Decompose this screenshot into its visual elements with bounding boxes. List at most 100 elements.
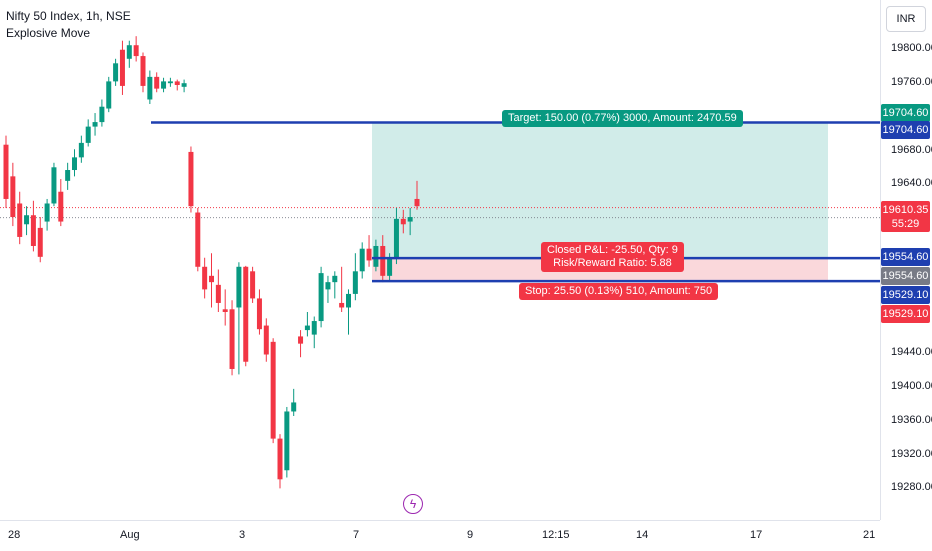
stop-line-badge[interactable]: 19529.10	[881, 286, 930, 304]
time-tick: 28	[8, 529, 21, 541]
candle-body	[256, 298, 262, 330]
candle-body	[229, 309, 235, 369]
rr-ratio-text: Risk/Reward Ratio: 5.88	[553, 257, 672, 269]
candle-body	[298, 336, 304, 344]
candle-body	[188, 151, 194, 207]
candle-body	[65, 170, 71, 181]
candle-body	[209, 275, 214, 283]
candle-body	[147, 76, 153, 100]
bar-countdown: 55:29	[891, 217, 920, 230]
chart-legend: Nifty 50 Index, 1h, NSE Explosive Move	[6, 8, 131, 42]
candle-body	[202, 266, 208, 290]
candle-body	[44, 203, 50, 222]
price-tick: 19280.00	[891, 481, 932, 493]
symbol-title[interactable]: Nifty 50 Index, 1h, NSE	[6, 9, 131, 23]
time-tick: 7	[353, 529, 360, 541]
candle-body	[332, 275, 338, 283]
candle-body	[400, 218, 406, 225]
price-tick: 19800.00	[891, 42, 932, 54]
candle-body	[72, 157, 77, 171]
candle-body	[311, 321, 317, 335]
stop-red-badge: 19529.10	[881, 305, 930, 323]
candle-body	[99, 106, 105, 123]
candle-body	[133, 45, 139, 57]
closed-pnl-text: Closed P&L: -25.50, Qty: 9	[547, 244, 678, 256]
price-tick: 19320.00	[891, 448, 932, 460]
candle-body	[291, 402, 297, 412]
candle-body	[339, 302, 345, 308]
price-tick: 19640.00	[891, 177, 932, 189]
indicator-title[interactable]: Explosive Move	[6, 26, 91, 40]
time-tick: 12:15	[542, 529, 570, 541]
price-tick: 19400.00	[891, 380, 932, 392]
candle-body	[51, 167, 57, 204]
entry-line-badge[interactable]: 19554.60	[881, 248, 930, 266]
time-tick: 17	[750, 529, 763, 541]
candle-body	[414, 198, 420, 207]
time-tick: 14	[636, 529, 649, 541]
pnl-label: Closed P&L: -25.50, Qty: 9 Risk/Reward R…	[541, 242, 684, 272]
price-axis[interactable]: 19800.00 19760.00 19680.00 19640.00 1944…	[880, 0, 932, 520]
candle-body	[37, 227, 43, 257]
candle-body	[222, 309, 228, 312]
candle-body	[106, 81, 112, 109]
time-tick: 21	[863, 529, 876, 541]
candle-body	[10, 176, 16, 218]
target-line-badge[interactable]: 19704.60	[881, 121, 930, 139]
stop-label: Stop: 25.50 (0.13%) 510, Amount: 750	[519, 283, 719, 300]
time-tick: Aug	[120, 529, 140, 541]
candle-body	[215, 284, 221, 303]
candle-body	[85, 126, 91, 143]
currency-button[interactable]: INR	[886, 6, 926, 32]
candle-body	[325, 282, 331, 290]
candle-body	[92, 122, 98, 127]
candle-body	[126, 45, 132, 59]
candle-body	[373, 245, 379, 267]
candle-body	[270, 341, 276, 439]
price-tick: 19760.00	[891, 76, 932, 88]
candle-body	[346, 293, 351, 308]
candle-body	[30, 215, 36, 246]
candle-body	[236, 266, 242, 308]
candle-body	[3, 144, 9, 199]
candle-body	[181, 83, 187, 87]
candle-body	[167, 81, 173, 84]
time-axis[interactable]: 28 Aug 3 7 9 12:15 14 17 21	[0, 520, 880, 551]
candle-body	[140, 56, 146, 86]
target-label: Target: 150.00 (0.77%) 3000, Amount: 247…	[502, 110, 743, 127]
chart-canvas[interactable]	[0, 0, 880, 520]
candle-body	[195, 212, 201, 267]
candle-body	[304, 325, 310, 331]
candle-body	[113, 63, 119, 82]
last-price-badge: 19610.35 55:29	[881, 201, 930, 232]
candle-body	[58, 191, 64, 222]
candle-body	[174, 81, 180, 86]
candle-body	[78, 142, 84, 158]
time-tick: 3	[239, 529, 246, 541]
candle-body	[393, 218, 399, 258]
candle-body	[387, 257, 393, 276]
candle-body	[407, 217, 413, 222]
price-tick: 19680.00	[891, 144, 932, 156]
candle-body	[359, 248, 365, 272]
lightning-icon[interactable]: ϟ	[403, 494, 423, 514]
price-tick: 19360.00	[891, 414, 932, 426]
candle-body	[284, 411, 290, 471]
candle-body	[380, 245, 386, 276]
last-price-value: 19610.35	[882, 203, 929, 216]
candle-body	[250, 271, 256, 299]
candle-body	[154, 76, 160, 89]
time-tick: 9	[467, 529, 474, 541]
candle-body	[352, 271, 358, 294]
candle-body	[161, 81, 167, 89]
candle-body	[24, 215, 30, 225]
candlestick-chart[interactable]	[0, 0, 880, 520]
candle-body	[119, 49, 125, 86]
price-tick: 19440.00	[891, 346, 932, 358]
candle-body	[318, 273, 324, 322]
entry-gray-badge: 19554.60	[881, 267, 930, 285]
candle-body	[17, 203, 23, 237]
target-top-badge: 19704.60	[881, 104, 930, 122]
candle-body	[263, 325, 269, 355]
target-zone	[372, 122, 828, 259]
